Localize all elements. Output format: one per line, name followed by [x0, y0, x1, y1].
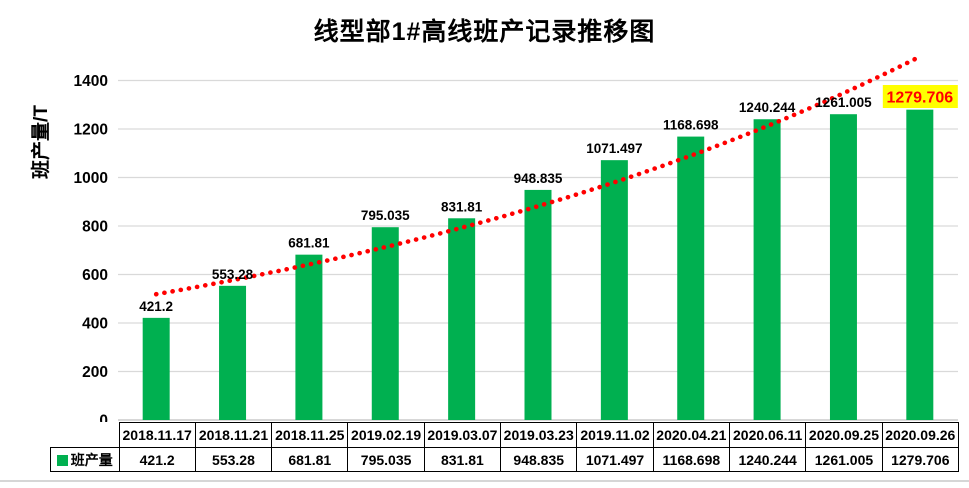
table-date-cell: 2018.11.17 — [118, 422, 196, 448]
legend-cell: 班产量 — [50, 447, 120, 472]
data-label: 1168.698 — [663, 118, 719, 133]
y-tick-label: 200 — [82, 364, 108, 381]
table-value-cell: 1261.005 — [805, 447, 883, 472]
data-label: 795.035 — [361, 208, 410, 223]
bottom-divider — [0, 480, 969, 482]
y-tick-label: 400 — [82, 316, 108, 333]
data-label: 681.81 — [288, 236, 330, 251]
legend-swatch-icon — [56, 454, 68, 466]
table-value-cell: 1071.497 — [576, 447, 654, 472]
data-label: 831.81 — [441, 199, 483, 214]
table-date-cell: 2019.11.02 — [576, 422, 654, 448]
bar — [677, 136, 705, 420]
bar — [219, 285, 247, 420]
data-label: 1261.005 — [815, 95, 872, 110]
legend-label: 班产量 — [70, 451, 113, 468]
bar — [371, 227, 399, 420]
data-label-highlight: 1279.706 — [886, 90, 953, 107]
bar — [142, 317, 170, 420]
y-tick-label: 0 — [99, 413, 108, 423]
y-tick-label: 800 — [82, 219, 108, 236]
bar — [448, 218, 476, 420]
bar — [753, 119, 781, 420]
bar — [600, 160, 628, 420]
table-value-cell: 1279.706 — [881, 447, 960, 472]
data-label: 1240.244 — [739, 100, 796, 115]
plot-area: 0 200 400 600 800 1000 1200 1400 421.2 553.28 681.… — [74, 54, 958, 423]
date-row: 2018.11.17 2018.11.21 2018.11.25 2019.02.19… — [51, 422, 960, 448]
data-label: 948.835 — [514, 171, 563, 186]
table-date-cell: 2019.03.07 — [423, 422, 502, 448]
table-value-cell: 1168.698 — [652, 447, 731, 472]
y-tick-label: 1000 — [74, 170, 108, 187]
table-value-cell: 421.2 — [118, 447, 196, 472]
y-tick-label: 1400 — [74, 73, 108, 90]
table-date-cell: 2020.09.26 — [881, 422, 960, 448]
chart-title: 线型部1#高线班产记录推移图 — [313, 18, 656, 46]
value-row: 班产量 421.2 553.28 681.81 795.035 831.81 948.83… — [50, 447, 960, 472]
table-date-cell: 2019.02.19 — [347, 422, 425, 448]
table-date-cell: 2020.06.11 — [728, 422, 807, 448]
table-value-cell: 681.81 — [271, 447, 349, 472]
table-date-cell: 2020.09.25 — [805, 422, 883, 448]
data-label: 421.2 — [139, 299, 173, 314]
data-table: 2018.11.17 2018.11.21 2018.11.25 2019.02.19… — [50, 422, 960, 472]
highlight-label-bg — [882, 85, 958, 108]
table-value-cell: 553.28 — [194, 447, 273, 472]
bar — [295, 254, 323, 420]
table-date-cell: 2018.11.21 — [194, 422, 273, 448]
bar — [829, 114, 857, 420]
y-tick-label: 600 — [82, 267, 108, 284]
table-value-cell: 1240.244 — [728, 447, 807, 472]
blank-cell — [51, 423, 120, 448]
data-label: 1071.497 — [586, 141, 642, 156]
table-date-cell: 2018.11.25 — [271, 422, 349, 448]
y-tick-label: 1200 — [74, 122, 108, 139]
bar — [906, 109, 934, 420]
trendline-dotted — [153, 54, 923, 297]
table-value-cell: 795.035 — [347, 447, 425, 472]
bar — [524, 189, 552, 420]
data-label: 553.28 — [212, 267, 254, 282]
table-value-cell: 831.81 — [423, 447, 502, 472]
table-value-cell: 948.835 — [500, 447, 578, 472]
table-date-cell: 2020.04.21 — [652, 422, 731, 448]
table-date-cell: 2019.03.23 — [500, 422, 578, 448]
